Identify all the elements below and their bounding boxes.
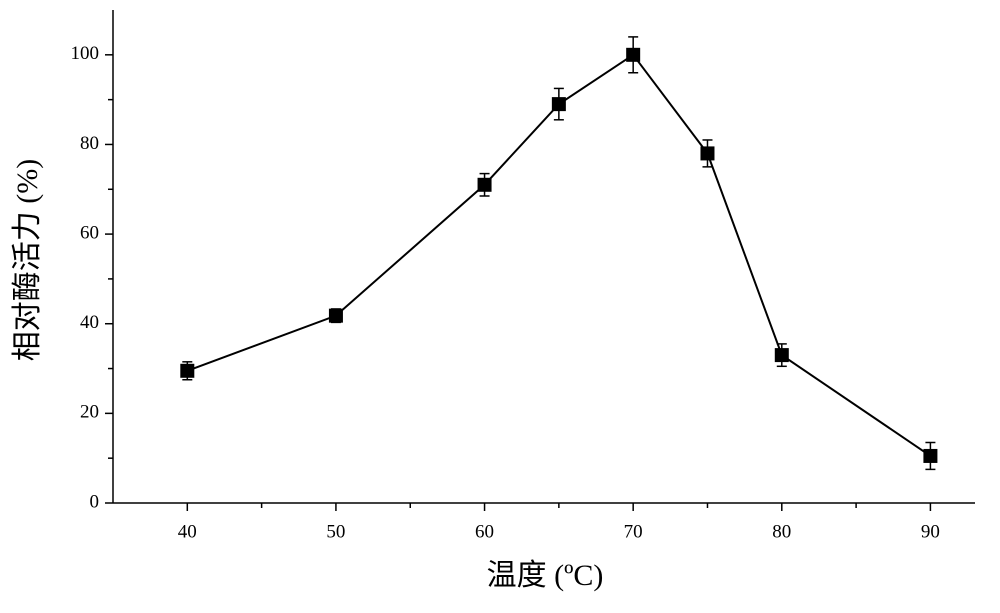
x-tick-label: 80: [772, 521, 791, 542]
marker: [774, 348, 789, 363]
x-axis-label: 温度 (ºC): [487, 559, 604, 592]
marker: [700, 146, 715, 161]
y-axis-label: 相对酶活力 (%): [11, 159, 44, 361]
y-tick-label: 100: [71, 43, 100, 64]
y-tick-label: 60: [80, 222, 99, 243]
y-tick-label: 0: [90, 491, 100, 512]
x-tick-label: 40: [178, 521, 197, 542]
marker: [180, 363, 195, 378]
x-tick-label: 70: [624, 521, 643, 542]
x-tick-label: 90: [921, 521, 940, 542]
marker: [551, 97, 566, 112]
marker: [626, 47, 641, 62]
marker: [477, 177, 492, 192]
x-tick-label: 50: [326, 521, 345, 542]
marker: [328, 308, 343, 323]
y-tick-label: 20: [80, 402, 99, 423]
y-tick-label: 40: [80, 312, 99, 333]
x-tick-label: 60: [475, 521, 494, 542]
data-line: [186, 53, 931, 457]
y-tick-label: 80: [80, 133, 99, 154]
marker: [923, 448, 938, 463]
